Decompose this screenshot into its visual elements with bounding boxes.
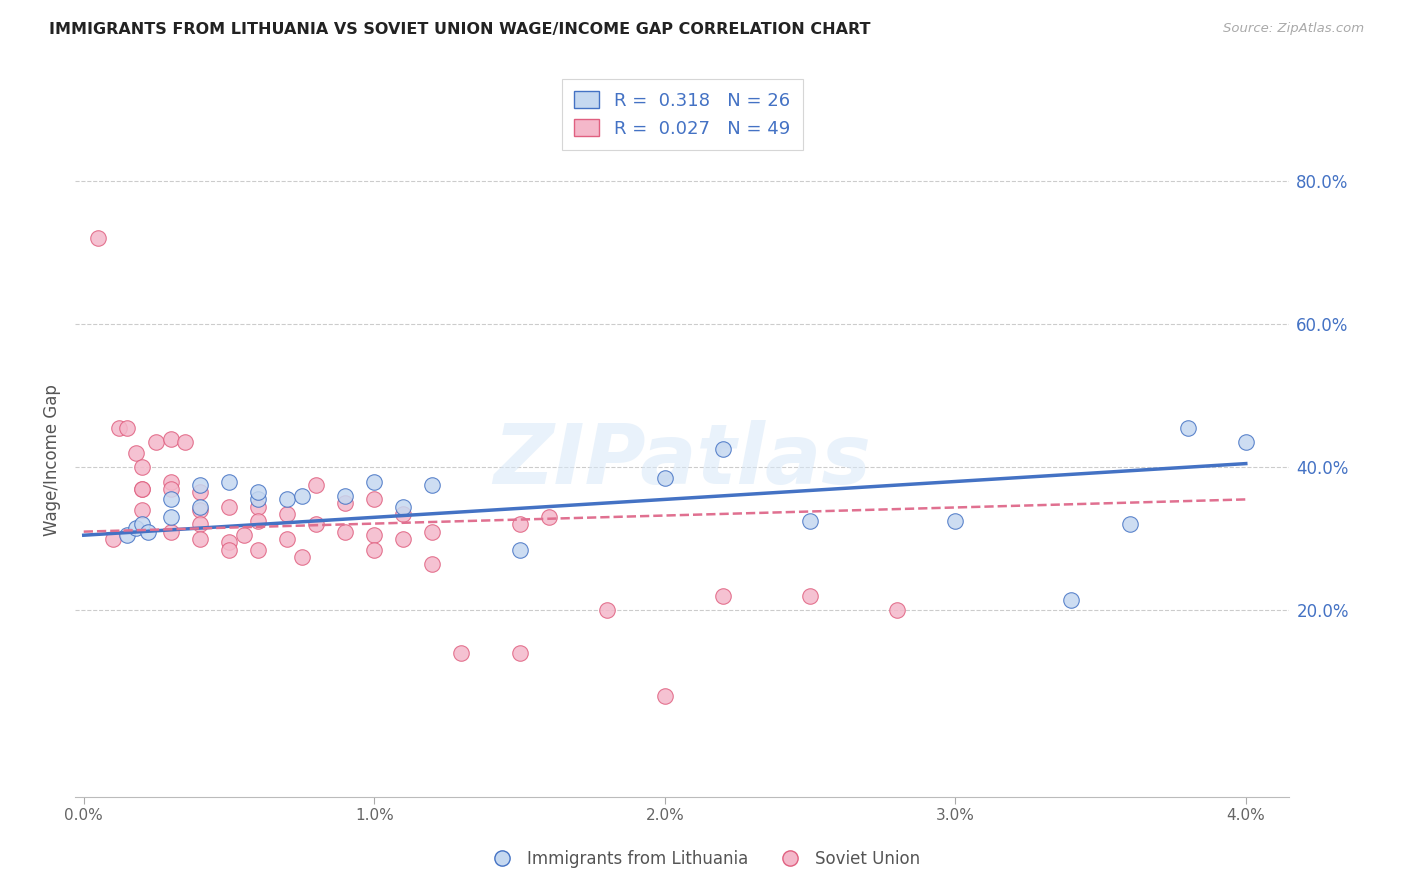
Point [276, 532, 298, 546]
Point [117, 421, 139, 435]
Point [247, 492, 270, 507]
Point [335, 524, 357, 539]
Point [218, 535, 240, 549]
Point [392, 507, 415, 521]
Point [392, 500, 415, 514]
Point [247, 514, 270, 528]
Point [247, 485, 270, 500]
Point [595, 603, 617, 617]
Point [654, 471, 676, 485]
Point [125, 521, 148, 535]
Legend: Immigrants from Lithuania, Soviet Union: Immigrants from Lithuania, Soviet Union [479, 844, 927, 875]
Point [422, 557, 444, 571]
Point [131, 517, 153, 532]
Point [131, 460, 153, 475]
Point [1177, 421, 1199, 435]
Point [654, 690, 676, 704]
Point [335, 496, 357, 510]
Point [117, 528, 139, 542]
Point [508, 517, 530, 532]
Point [943, 514, 966, 528]
Y-axis label: Wage/Income Gap: Wage/Income Gap [44, 384, 60, 536]
Point [145, 435, 167, 450]
Point [291, 489, 314, 503]
Point [160, 524, 183, 539]
Point [392, 532, 415, 546]
Point [508, 542, 530, 557]
Point [87, 231, 110, 245]
Point [188, 500, 211, 514]
Point [136, 524, 159, 539]
Point [218, 475, 240, 489]
Point [1060, 592, 1083, 607]
Point [247, 500, 270, 514]
Point [305, 478, 328, 492]
Point [188, 532, 211, 546]
Point [101, 532, 124, 546]
Point [160, 482, 183, 496]
Point [799, 514, 821, 528]
Point [247, 542, 270, 557]
Point [131, 482, 153, 496]
Point [422, 524, 444, 539]
Point [218, 542, 240, 557]
Text: ZIPatlas: ZIPatlas [494, 419, 872, 500]
Point [291, 549, 314, 564]
Point [1234, 435, 1257, 450]
Point [188, 503, 211, 517]
Text: Source: ZipAtlas.com: Source: ZipAtlas.com [1223, 22, 1364, 36]
Point [131, 503, 153, 517]
Point [363, 528, 385, 542]
Point [160, 510, 183, 524]
Point [363, 492, 385, 507]
Point [107, 421, 129, 435]
Point [335, 489, 357, 503]
Point [232, 528, 254, 542]
Point [422, 478, 444, 492]
Point [1118, 517, 1140, 532]
Legend: R =  0.318   N = 26, R =  0.027   N = 49: R = 0.318 N = 26, R = 0.027 N = 49 [561, 78, 803, 151]
Point [188, 517, 211, 532]
Point [276, 507, 298, 521]
Point [276, 492, 298, 507]
Point [188, 485, 211, 500]
Point [508, 647, 530, 661]
Point [886, 603, 908, 617]
Point [537, 510, 560, 524]
Point [218, 500, 240, 514]
Point [799, 589, 821, 603]
Point [160, 492, 183, 507]
Point [174, 435, 197, 450]
Point [305, 517, 328, 532]
Point [131, 482, 153, 496]
Point [188, 478, 211, 492]
Point [711, 589, 734, 603]
Text: IMMIGRANTS FROM LITHUANIA VS SOVIET UNION WAGE/INCOME GAP CORRELATION CHART: IMMIGRANTS FROM LITHUANIA VS SOVIET UNIO… [49, 22, 870, 37]
Point [711, 442, 734, 457]
Point [160, 475, 183, 489]
Point [160, 432, 183, 446]
Point [450, 647, 472, 661]
Point [363, 475, 385, 489]
Point [125, 446, 148, 460]
Point [363, 542, 385, 557]
